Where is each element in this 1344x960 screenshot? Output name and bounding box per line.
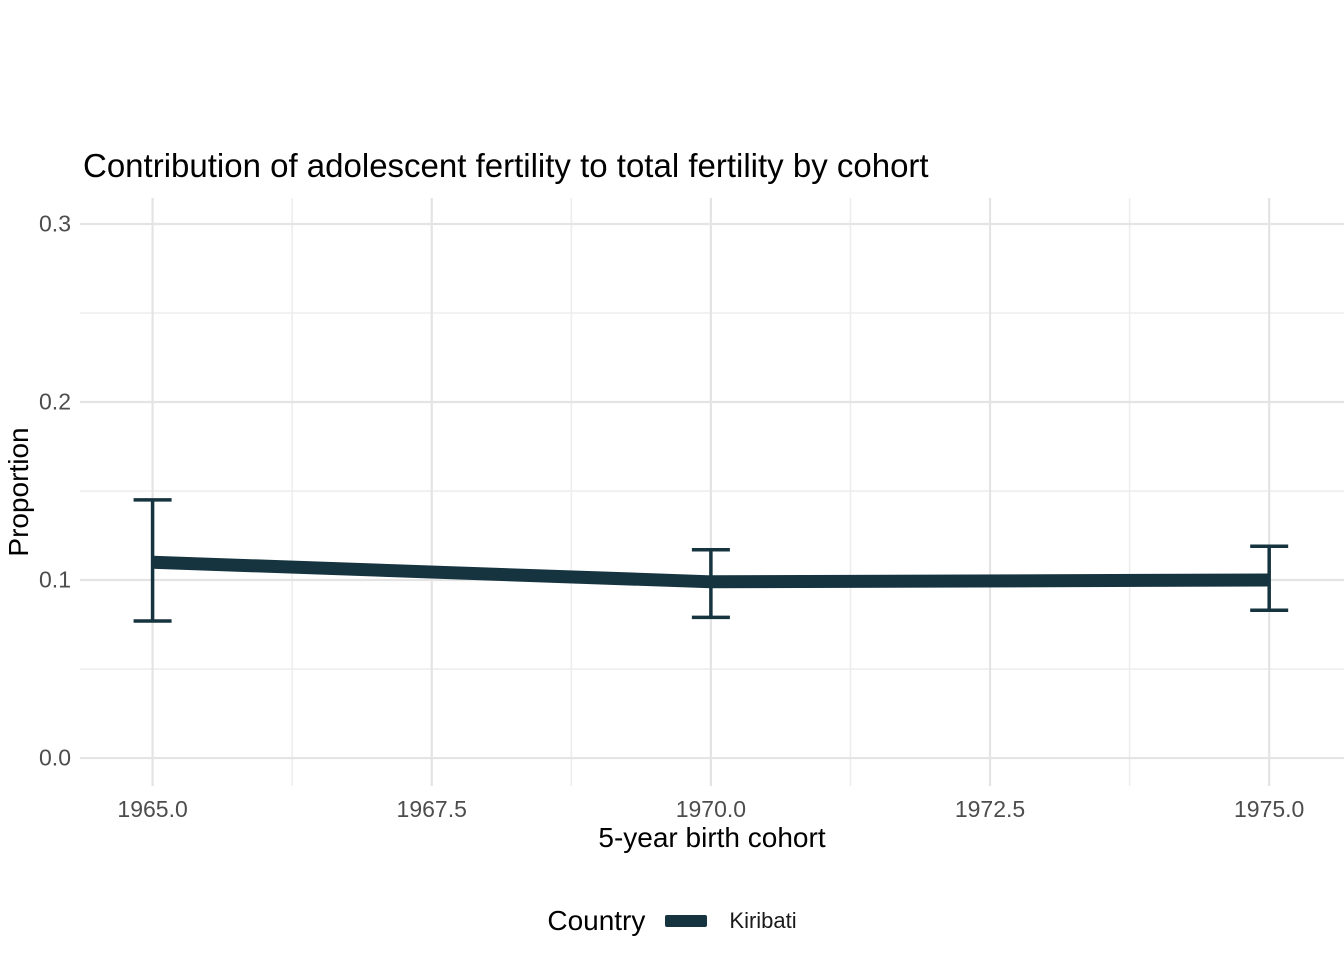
y-tick-label: 0.0: [39, 744, 71, 771]
x-tick-label: 1967.5: [396, 796, 467, 822]
legend-line-swatch: [665, 915, 708, 927]
x-tick-label: 1970.0: [675, 796, 747, 822]
legend: Country Kiribati: [0, 901, 1344, 941]
legend-title: Country: [547, 905, 646, 936]
chart-canvas: [80, 198, 1344, 786]
y-tick-label: 0.3: [39, 210, 71, 237]
x-axis-title: 5-year birth cohort: [598, 822, 826, 853]
y-axis-title: Proportion: [3, 427, 34, 557]
y-tick-label: 0.1: [39, 566, 71, 593]
plot-area: [80, 198, 1344, 786]
chart-title: Contribution of adolescent fertility to …: [83, 147, 929, 184]
y-tick-label: 0.2: [39, 388, 71, 415]
x-tick-label: 1972.5: [954, 796, 1026, 822]
legend-entry-label: Kiribati: [729, 908, 797, 933]
x-tick-label: 1975.0: [1233, 796, 1305, 822]
x-tick-label: 1965.0: [117, 796, 188, 822]
